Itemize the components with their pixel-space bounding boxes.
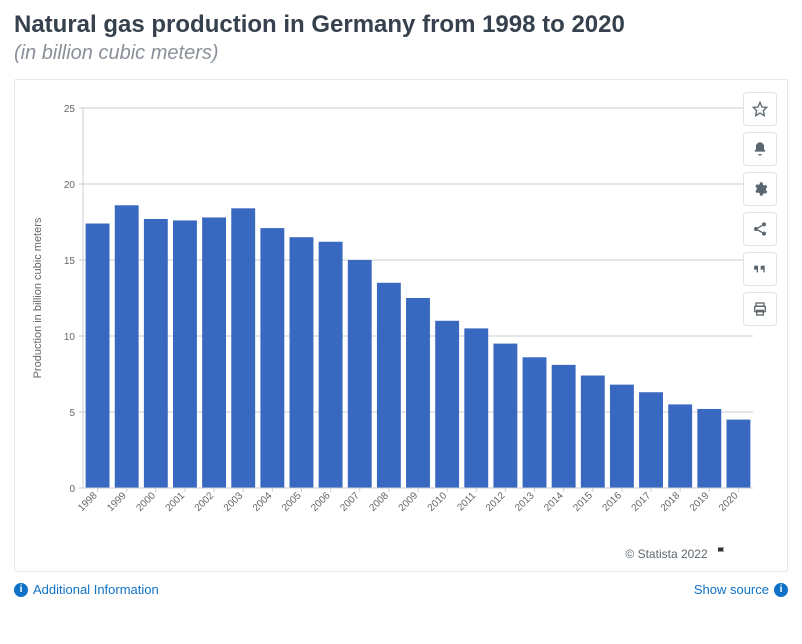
bar — [406, 298, 430, 488]
bar — [115, 205, 139, 488]
svg-text:20: 20 — [64, 180, 76, 191]
svg-text:2008: 2008 — [367, 490, 391, 514]
bar — [726, 420, 750, 488]
share-icon[interactable] — [743, 212, 777, 246]
bar — [581, 376, 605, 488]
svg-text:2018: 2018 — [659, 490, 683, 514]
svg-text:2010: 2010 — [426, 490, 450, 514]
svg-text:2017: 2017 — [630, 490, 654, 514]
svg-text:0: 0 — [69, 484, 75, 495]
svg-text:2009: 2009 — [397, 490, 421, 514]
flag-icon[interactable] — [715, 547, 729, 561]
bar — [552, 365, 576, 488]
svg-text:2000: 2000 — [134, 490, 158, 514]
svg-text:1998: 1998 — [76, 490, 100, 514]
bell-icon[interactable] — [743, 132, 777, 166]
bar — [348, 260, 372, 488]
bar — [319, 242, 343, 488]
svg-text:2006: 2006 — [309, 490, 333, 514]
bar — [668, 404, 692, 488]
svg-text:1999: 1999 — [105, 490, 129, 514]
page-title: Natural gas production in Germany from 1… — [14, 10, 788, 40]
svg-text:2019: 2019 — [688, 490, 712, 514]
svg-text:Production in billion cubic me: Production in billion cubic meters — [32, 217, 44, 378]
svg-text:2003: 2003 — [222, 490, 246, 514]
copyright-text: © Statista 2022 — [625, 547, 707, 561]
svg-text:2001: 2001 — [164, 490, 188, 514]
bar — [493, 344, 517, 488]
additional-info-label: Additional Information — [33, 582, 159, 597]
svg-text:2014: 2014 — [542, 490, 566, 514]
info-icon: i — [14, 583, 28, 597]
bar — [464, 328, 488, 488]
bar — [377, 283, 401, 488]
bar-chart: 0510152025199819992000200120022003200420… — [27, 98, 761, 540]
bar — [697, 409, 721, 488]
copyright-line: © Statista 2022 — [27, 546, 731, 561]
svg-text:15: 15 — [64, 256, 76, 267]
bar — [260, 228, 284, 488]
footer-row: i Additional Information Show source i — [14, 582, 788, 597]
svg-text:2011: 2011 — [455, 490, 478, 513]
additional-info-link[interactable]: i Additional Information — [14, 582, 159, 597]
svg-text:5: 5 — [69, 408, 75, 419]
svg-text:2007: 2007 — [338, 490, 362, 514]
svg-text:2016: 2016 — [601, 490, 625, 514]
bar — [639, 392, 663, 488]
bar — [523, 357, 547, 488]
show-source-label: Show source — [694, 582, 769, 597]
bar — [435, 321, 459, 488]
page-subtitle: (in billion cubic meters) — [14, 42, 788, 65]
svg-text:2012: 2012 — [484, 490, 508, 514]
chart-card: 0510152025199819992000200120022003200420… — [14, 79, 788, 572]
svg-text:2015: 2015 — [571, 490, 595, 514]
quote-icon[interactable] — [743, 252, 777, 286]
svg-text:2004: 2004 — [251, 490, 275, 514]
svg-text:25: 25 — [64, 104, 76, 115]
info-icon: i — [774, 583, 788, 597]
bar — [144, 219, 168, 488]
gear-icon[interactable] — [743, 172, 777, 206]
svg-text:2020: 2020 — [717, 490, 741, 514]
svg-text:2005: 2005 — [280, 490, 304, 514]
bar — [290, 237, 314, 488]
bar — [610, 385, 634, 488]
chart-toolbar — [743, 92, 777, 326]
svg-text:2002: 2002 — [193, 490, 217, 514]
bar — [173, 220, 197, 488]
print-icon[interactable] — [743, 292, 777, 326]
show-source-link[interactable]: Show source i — [694, 582, 788, 597]
svg-text:10: 10 — [64, 332, 76, 343]
star-icon[interactable] — [743, 92, 777, 126]
bar — [86, 224, 110, 488]
svg-text:2013: 2013 — [513, 490, 537, 514]
bar — [202, 217, 226, 488]
bar — [231, 208, 255, 488]
